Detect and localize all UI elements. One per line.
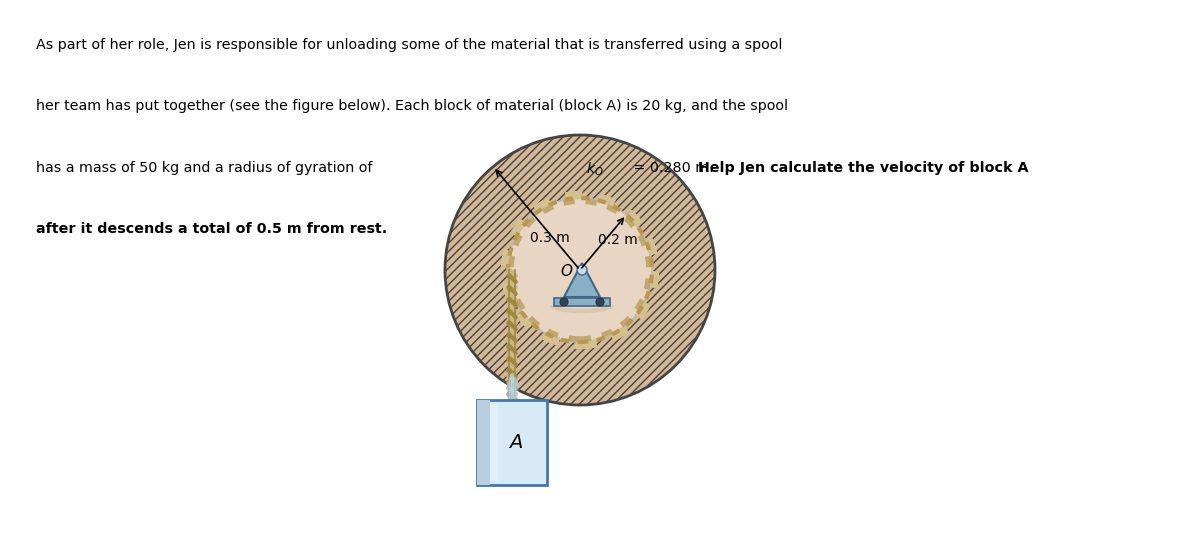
Text: O: O [560,264,572,279]
Circle shape [577,265,587,275]
Polygon shape [564,263,600,297]
Text: her team has put together (see the figure below). Each block of material (block : her team has put together (see the figur… [36,99,788,113]
Circle shape [445,135,715,405]
Text: As part of her role, Jen is responsible for unloading some of the material that : As part of her role, Jen is responsible … [36,38,782,51]
Text: has a mass of 50 kg and a radius of gyration of: has a mass of 50 kg and a radius of gyra… [36,161,377,175]
Text: = 0.280 m.: = 0.280 m. [629,161,718,175]
Circle shape [596,298,604,306]
Text: 0.3 m: 0.3 m [530,231,570,245]
Text: $k_O$: $k_O$ [586,161,604,178]
Text: A: A [509,433,523,452]
Circle shape [508,198,652,342]
Bar [478,400,490,485]
Text: 0.2 m: 0.2 m [598,233,638,247]
Bar [554,298,610,306]
Text: Help Jen calculate the velocity of block A: Help Jen calculate the velocity of block… [698,161,1028,175]
Bar [478,400,547,485]
Circle shape [560,298,568,306]
Text: after it descends a total of 0.5 m from rest.: after it descends a total of 0.5 m from … [36,222,388,236]
Bar [490,404,498,481]
